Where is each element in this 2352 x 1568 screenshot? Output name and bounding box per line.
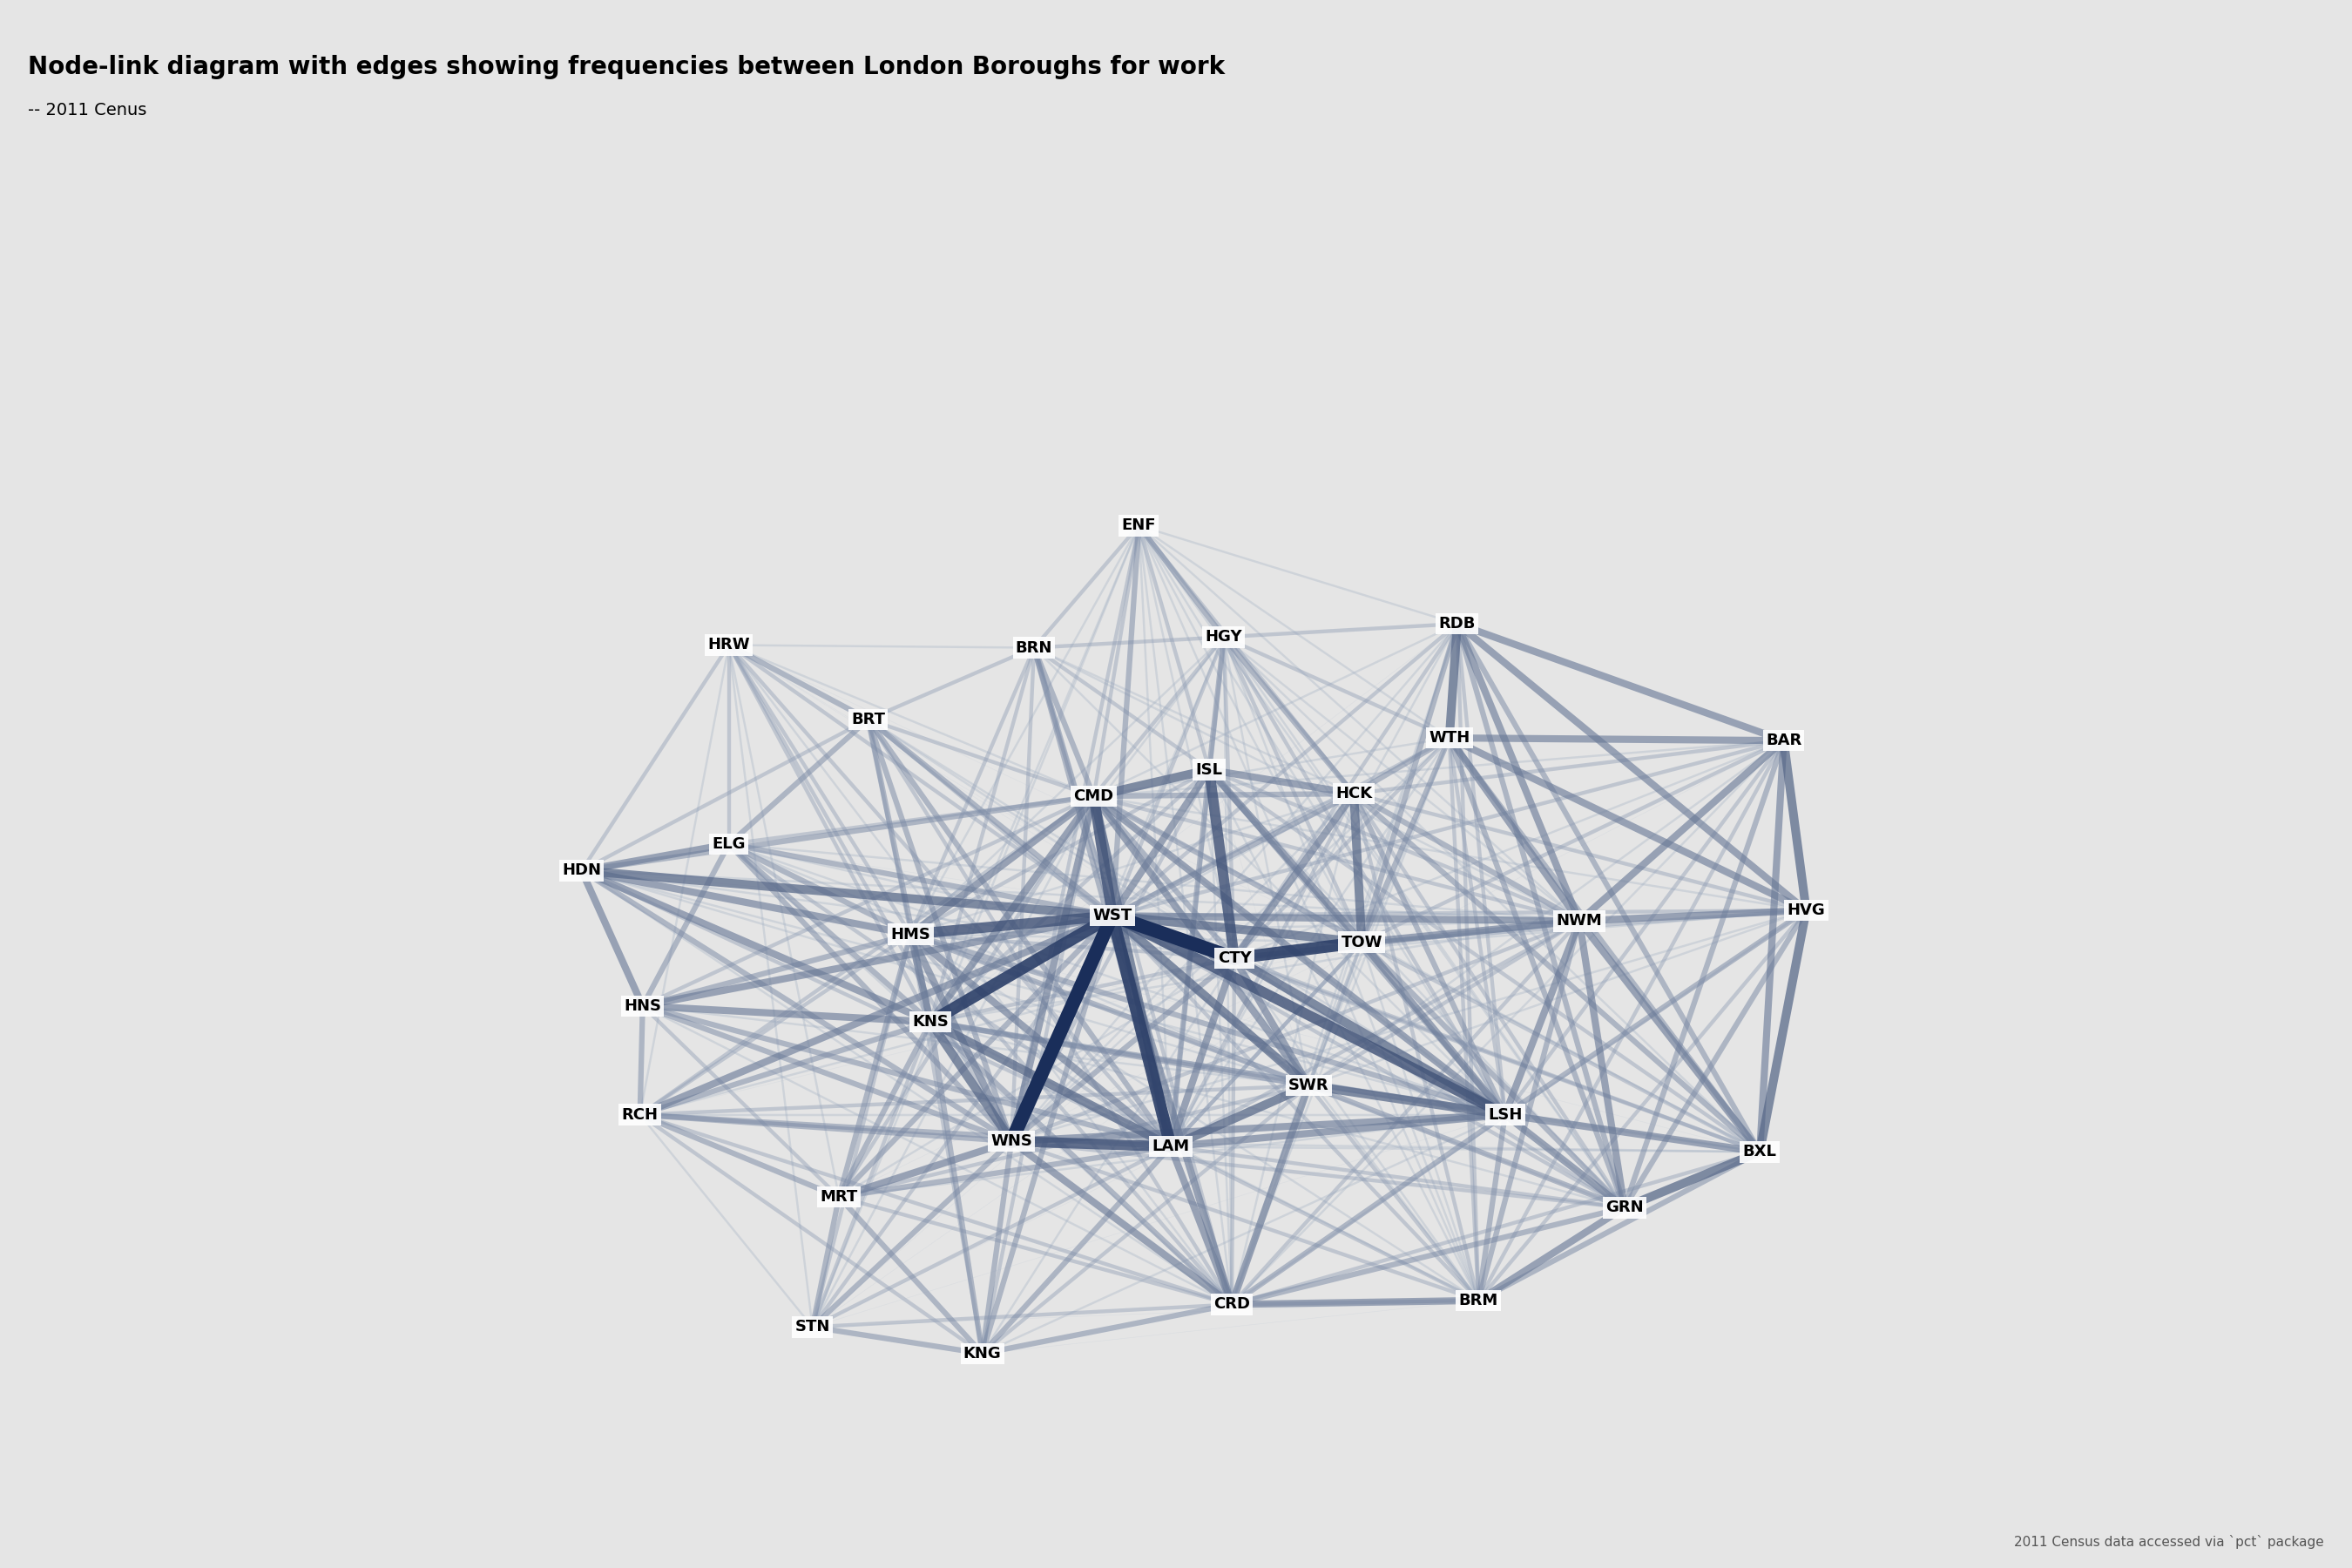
Text: WNS: WNS — [990, 1134, 1033, 1149]
Text: KNG: KNG — [964, 1345, 1002, 1361]
Text: CTY: CTY — [1218, 950, 1251, 966]
Text: NWM: NWM — [1557, 913, 1602, 928]
Text: BRM: BRM — [1458, 1292, 1498, 1308]
Text: 2011 Census data accessed via `pct` package: 2011 Census data accessed via `pct` pack… — [2013, 1535, 2324, 1549]
Text: ISL: ISL — [1195, 762, 1223, 778]
Text: CRD: CRD — [1214, 1297, 1249, 1312]
Text: LSH: LSH — [1489, 1107, 1522, 1123]
Text: HVG: HVG — [1788, 903, 1825, 919]
Text: TOW: TOW — [1341, 935, 1383, 950]
Text: HMS: HMS — [891, 927, 931, 942]
Text: WTH: WTH — [1428, 731, 1470, 746]
Text: WST: WST — [1094, 908, 1131, 924]
Text: HDN: HDN — [562, 862, 602, 878]
Text: ENF: ENF — [1122, 517, 1157, 533]
Text: BXL: BXL — [1743, 1145, 1776, 1160]
Text: RDB: RDB — [1439, 616, 1475, 632]
Text: KNS: KNS — [913, 1014, 948, 1030]
Text: BRT: BRT — [851, 712, 884, 728]
Text: GRN: GRN — [1606, 1200, 1644, 1215]
Text: SWR: SWR — [1289, 1077, 1329, 1093]
Text: STN: STN — [795, 1319, 830, 1334]
Text: MRT: MRT — [821, 1189, 858, 1204]
Text: CMD: CMD — [1073, 789, 1115, 804]
Text: -- 2011 Cenus: -- 2011 Cenus — [28, 102, 148, 119]
Text: LAM: LAM — [1152, 1138, 1190, 1154]
Text: HRW: HRW — [708, 637, 750, 652]
Text: HGY: HGY — [1204, 629, 1242, 644]
Text: Node-link diagram with edges showing frequencies between London Boroughs for wor: Node-link diagram with edges showing fre… — [28, 55, 1225, 80]
Text: ELG: ELG — [713, 836, 746, 851]
Text: HNS: HNS — [623, 999, 661, 1014]
Text: RCH: RCH — [621, 1107, 659, 1123]
Text: HCK: HCK — [1336, 786, 1371, 801]
Text: BRN: BRN — [1016, 640, 1051, 655]
Text: BAR: BAR — [1766, 732, 1802, 748]
